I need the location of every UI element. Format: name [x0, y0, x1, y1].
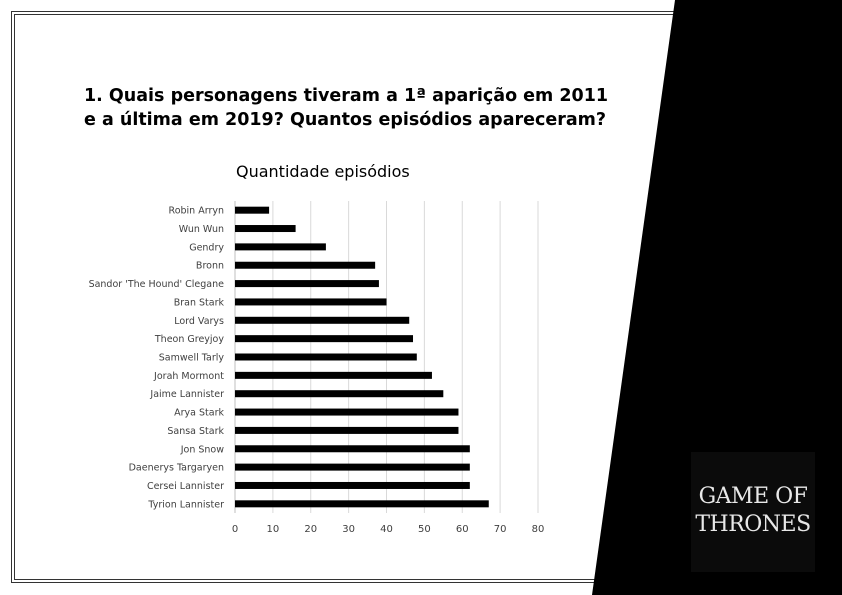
bar-12: [235, 426, 459, 434]
game-of-thrones-logo: GAME OF THRONES: [691, 452, 815, 572]
bar-16: [235, 500, 489, 508]
category-label-0: Robin Arryn: [169, 206, 224, 217]
x-tick-label-0: 0: [232, 524, 238, 535]
bar-5: [235, 298, 387, 306]
bar-8: [235, 353, 417, 361]
bar-0: [235, 206, 270, 214]
category-label-15: Cersei Lannister: [147, 481, 224, 492]
bar-11: [235, 408, 459, 416]
question-line-2: e a última em 2019? Quantos episódios ap…: [84, 110, 607, 130]
bar-7: [235, 335, 414, 343]
chart-title: Quantidade episódios: [236, 162, 410, 181]
category-label-7: Theon Greyjoy: [154, 334, 224, 345]
category-label-4: Sandor 'The Hound' Clegane: [89, 279, 225, 290]
x-tick-label-60: 60: [456, 524, 469, 535]
category-label-8: Samwell Tarly: [159, 353, 225, 364]
bar-2: [235, 243, 326, 251]
logo-line-1: GAME OF: [698, 484, 808, 509]
bar-13: [235, 445, 470, 453]
x-tick-label-20: 20: [304, 524, 317, 535]
question-text: 1. Quais personagens tiveram a 1ª apariç…: [84, 84, 644, 132]
category-label-9: Jorah Mormont: [153, 371, 224, 382]
category-label-14: Daenerys Targaryen: [129, 463, 224, 474]
bar-14: [235, 463, 470, 471]
bar-9: [235, 371, 432, 379]
category-label-2: Gendry: [189, 242, 224, 253]
category-label-11: Arya Stark: [174, 408, 224, 419]
bar-3: [235, 261, 376, 269]
x-tick-label-10: 10: [267, 524, 280, 535]
bar-4: [235, 280, 379, 288]
category-label-16: Tyrion Lannister: [147, 499, 224, 510]
category-label-12: Sansa Stark: [167, 426, 224, 437]
category-label-10: Jaime Lannister: [149, 389, 224, 400]
x-tick-label-70: 70: [494, 524, 507, 535]
bar-15: [235, 481, 470, 489]
x-tick-label-30: 30: [342, 524, 355, 535]
category-label-5: Bran Stark: [174, 297, 225, 308]
bar-6: [235, 316, 410, 324]
bar-1: [235, 225, 296, 233]
bar-10: [235, 390, 444, 398]
x-tick-label-40: 40: [380, 524, 393, 535]
logo-line-2: THRONES: [695, 512, 811, 537]
category-label-6: Lord Varys: [174, 316, 224, 327]
category-label-1: Wun Wun: [179, 224, 224, 235]
category-label-3: Bronn: [196, 261, 224, 272]
x-tick-label-50: 50: [418, 524, 431, 535]
category-label-13: Jon Snow: [180, 444, 225, 455]
question-line-1: 1. Quais personagens tiveram a 1ª apariç…: [84, 86, 609, 106]
x-tick-label-80: 80: [532, 524, 545, 535]
